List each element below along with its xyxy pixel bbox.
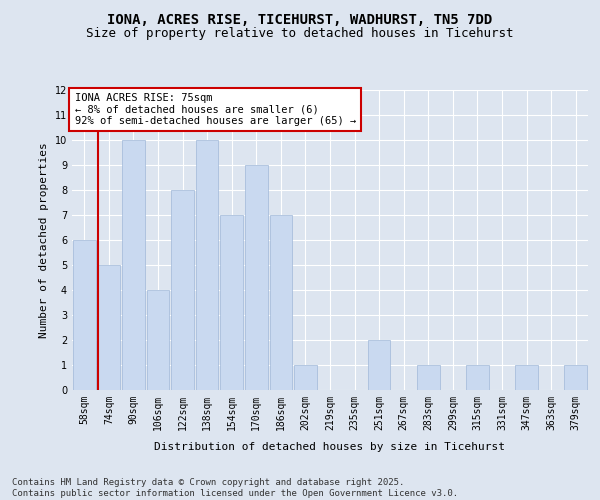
Text: IONA, ACRES RISE, TICEHURST, WADHURST, TN5 7DD: IONA, ACRES RISE, TICEHURST, WADHURST, T…	[107, 12, 493, 26]
Text: Contains HM Land Registry data © Crown copyright and database right 2025.
Contai: Contains HM Land Registry data © Crown c…	[12, 478, 458, 498]
Bar	[269, 215, 292, 390]
Bar	[171, 190, 194, 390]
Bar	[73, 240, 95, 390]
Bar	[294, 365, 317, 390]
Bar	[515, 365, 538, 390]
Bar	[220, 215, 243, 390]
Bar	[122, 140, 145, 390]
Bar	[245, 165, 268, 390]
Text: Size of property relative to detached houses in Ticehurst: Size of property relative to detached ho…	[86, 28, 514, 40]
Bar	[466, 365, 489, 390]
Bar	[146, 290, 169, 390]
Text: Distribution of detached houses by size in Ticehurst: Distribution of detached houses by size …	[155, 442, 505, 452]
Bar	[565, 365, 587, 390]
Bar	[196, 140, 218, 390]
Bar	[417, 365, 440, 390]
Text: IONA ACRES RISE: 75sqm
← 8% of detached houses are smaller (6)
92% of semi-detac: IONA ACRES RISE: 75sqm ← 8% of detached …	[74, 93, 356, 126]
Bar	[98, 265, 120, 390]
Y-axis label: Number of detached properties: Number of detached properties	[39, 142, 49, 338]
Bar	[368, 340, 391, 390]
